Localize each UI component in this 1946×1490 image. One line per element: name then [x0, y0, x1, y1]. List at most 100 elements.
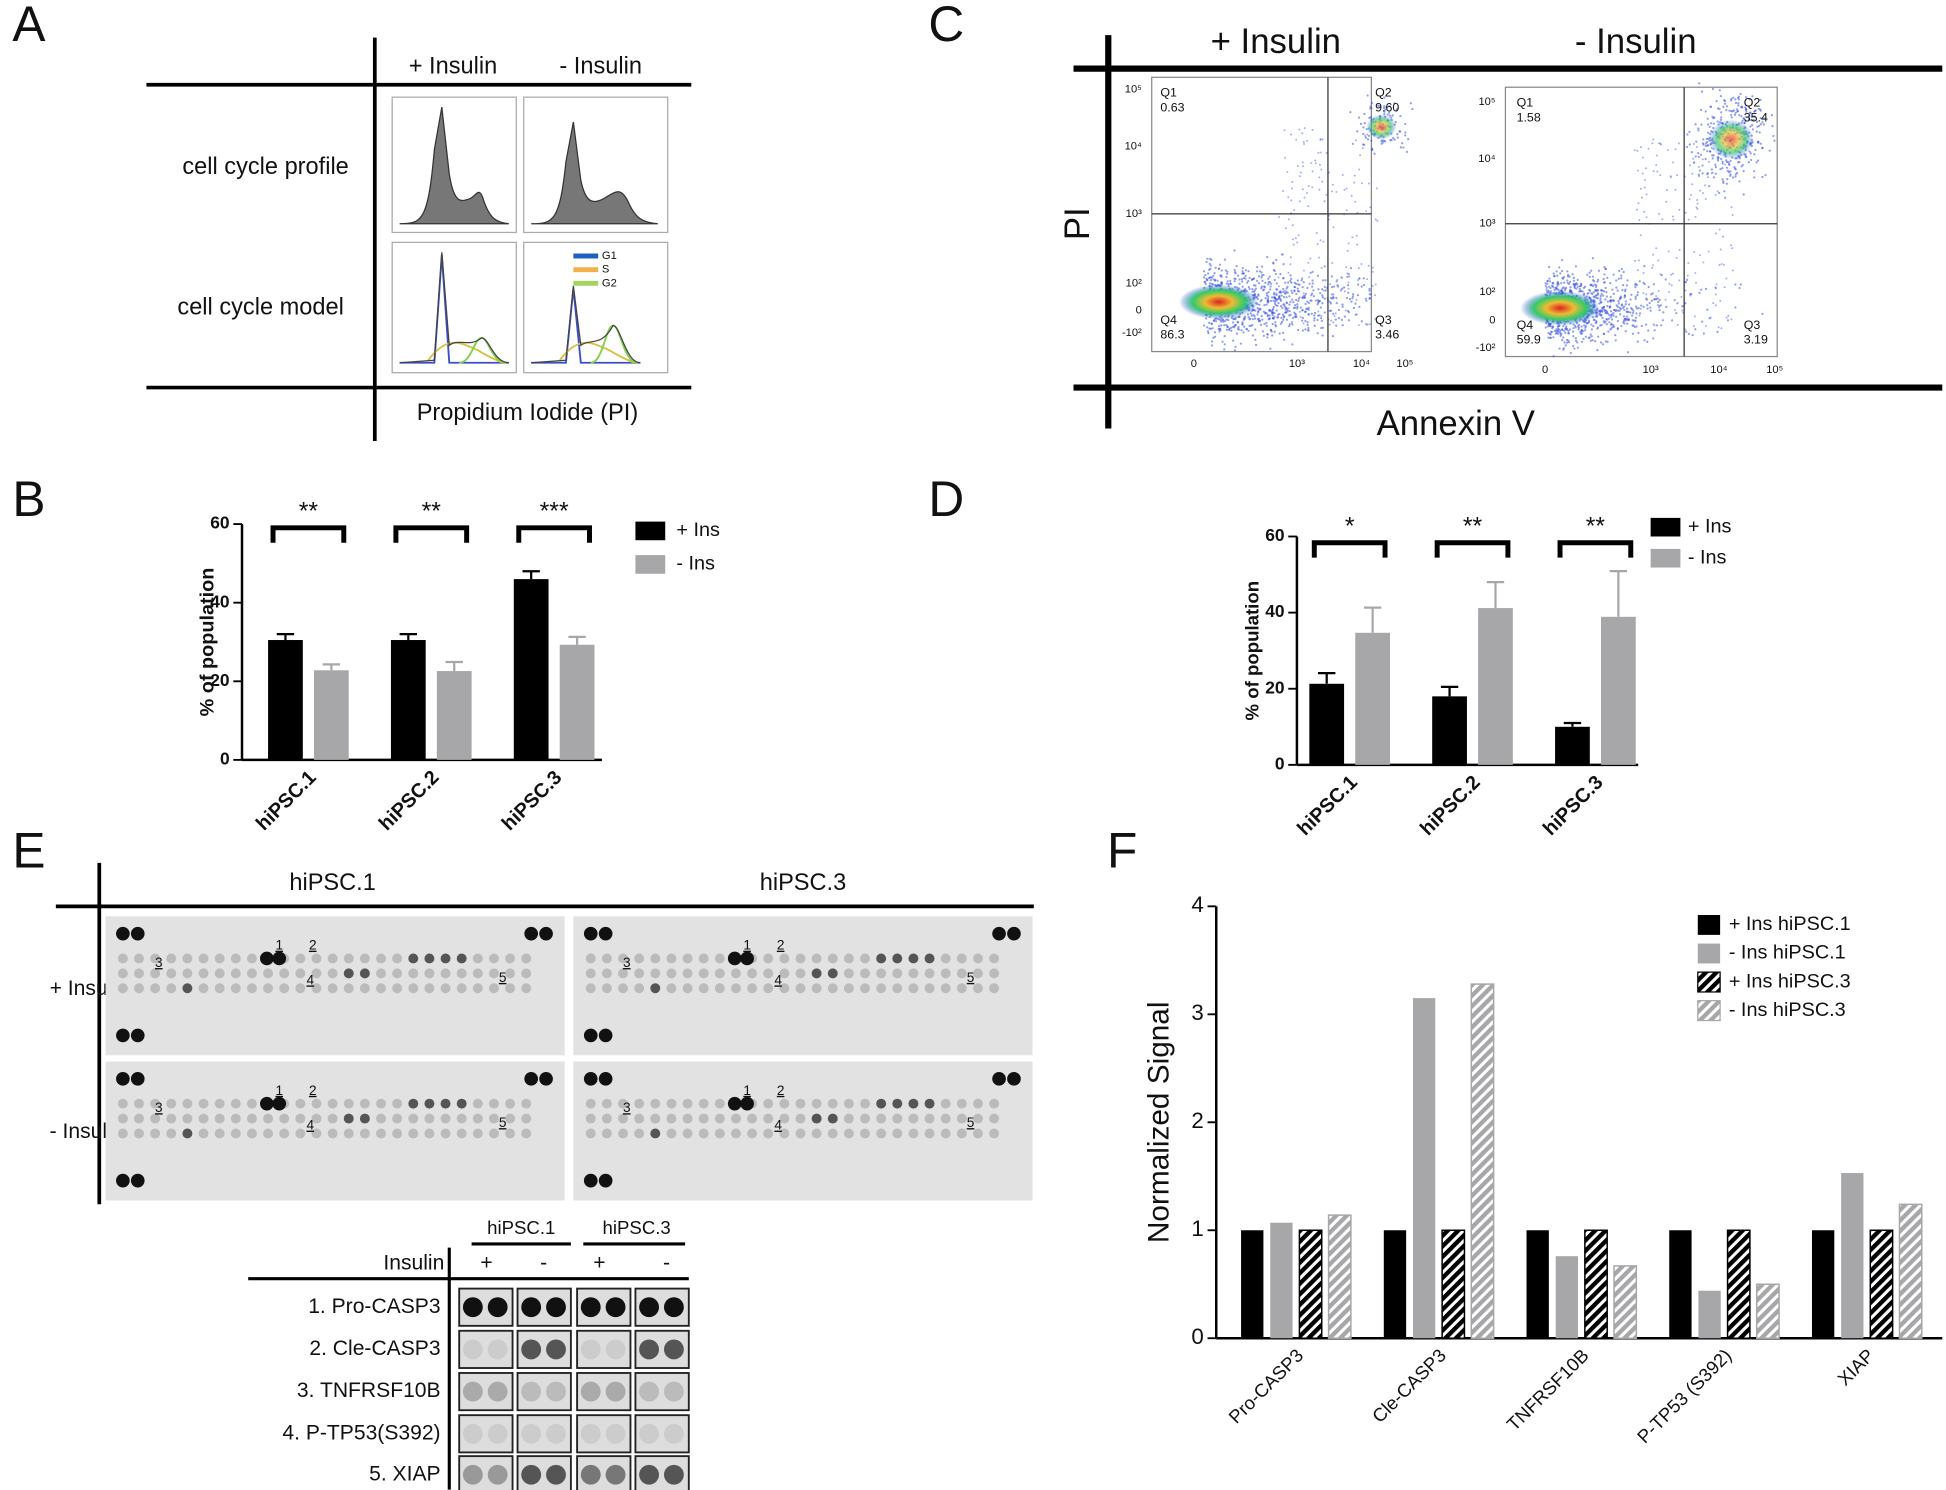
event-dot — [1620, 324, 1623, 328]
array-spot — [956, 983, 967, 994]
blot-spot — [663, 1423, 684, 1444]
event-dot — [1304, 302, 1307, 306]
event-dot — [1262, 285, 1266, 288]
event-dot — [1367, 182, 1370, 185]
event-dot — [1604, 309, 1607, 312]
event-dot — [1741, 119, 1744, 122]
event-dot — [1717, 156, 1720, 159]
event-dot — [1620, 304, 1623, 307]
event-dot — [1352, 292, 1355, 296]
event-dot — [1247, 285, 1250, 289]
bar — [559, 644, 595, 760]
spot-label: 2 — [777, 1083, 785, 1098]
array-spot — [392, 1113, 403, 1124]
event-dot — [1315, 232, 1318, 234]
event-dot — [1588, 288, 1591, 292]
array-spot — [166, 953, 177, 964]
event-dot — [1257, 320, 1260, 323]
event-dot — [1749, 158, 1753, 162]
event-dot — [1712, 176, 1716, 179]
array-spot — [860, 1098, 870, 1109]
event-dot — [1749, 111, 1752, 114]
event-dot — [1734, 283, 1737, 286]
event-dot — [1257, 310, 1260, 313]
event-dot — [1263, 304, 1266, 307]
event-dot — [1605, 317, 1608, 321]
event-dot — [1347, 273, 1350, 276]
spot-label: 1 — [743, 1083, 751, 1098]
event-dot — [1564, 327, 1568, 330]
blot-spot — [462, 1464, 483, 1485]
event-dot — [1294, 303, 1297, 307]
array-spot — [246, 1113, 257, 1124]
event-dot — [1240, 329, 1243, 332]
event-dot — [1652, 170, 1655, 173]
label: 3. TNFRSF10B — [297, 1379, 441, 1402]
event-dot — [1374, 283, 1377, 286]
event-dot — [1360, 263, 1363, 266]
event-dot — [1547, 331, 1550, 335]
event-dot — [1267, 283, 1270, 286]
y-tick-label: 40 — [210, 591, 229, 611]
event-dot — [1259, 323, 1263, 326]
blot-spot — [580, 1339, 601, 1360]
array-spot — [876, 983, 887, 994]
significance-bracket — [1434, 540, 1511, 558]
event-dot — [1600, 289, 1603, 292]
array-spot — [892, 968, 903, 979]
array-spot — [843, 953, 854, 964]
event-dot — [1574, 339, 1578, 342]
event-dot — [1738, 286, 1741, 290]
event-dot — [1273, 302, 1277, 305]
array-spot — [682, 953, 693, 964]
event-dot — [1544, 326, 1547, 329]
event-dot — [1590, 328, 1593, 331]
event-dot — [1559, 272, 1562, 275]
event-dot — [1254, 328, 1257, 331]
event-dot — [1251, 287, 1254, 291]
event-dot — [1753, 110, 1756, 113]
event-dot — [1604, 267, 1607, 271]
event-dot — [1296, 289, 1300, 293]
spot-label: 4 — [774, 972, 782, 987]
error-bar — [1440, 685, 1459, 697]
event-dot — [1697, 165, 1700, 168]
event-dot — [1576, 346, 1580, 349]
event-dot — [1753, 153, 1756, 156]
event-dot — [1761, 175, 1764, 179]
event-dot — [1324, 289, 1327, 292]
event-dot — [1387, 111, 1391, 114]
event-dot — [1749, 152, 1752, 155]
event-dot — [1220, 274, 1223, 277]
event-dot — [1248, 324, 1251, 327]
event-dot — [1658, 306, 1660, 309]
array-spot — [521, 968, 532, 979]
event-dot — [1714, 293, 1717, 296]
bar — [1698, 1290, 1721, 1339]
bar — [390, 640, 426, 760]
event-dot — [1330, 319, 1333, 322]
bar — [1726, 1229, 1751, 1339]
array-spot — [117, 1113, 128, 1124]
legend-label: - Ins hiPSC.1 — [1729, 942, 1846, 964]
array-spot — [973, 983, 983, 994]
event-dot — [1694, 155, 1697, 158]
event-dot — [1689, 293, 1692, 296]
event-dot — [1580, 325, 1583, 328]
event-dot — [1566, 279, 1569, 282]
reference-spot — [598, 926, 613, 941]
event-dot — [1311, 170, 1314, 173]
event-dot — [1241, 321, 1244, 324]
spot-label: 5 — [499, 970, 507, 985]
event-dot — [1586, 273, 1589, 276]
event-dot — [1267, 291, 1270, 294]
x-tick-label: hiPSC.3 — [498, 766, 567, 835]
array-spot — [359, 983, 370, 994]
event-dot — [1319, 306, 1322, 309]
event-dot — [1719, 95, 1723, 98]
event-dot — [1674, 148, 1677, 151]
event-dot — [1662, 311, 1665, 314]
event-dot — [1759, 123, 1762, 126]
reference-spot — [524, 926, 539, 941]
array-spot — [311, 1128, 322, 1139]
